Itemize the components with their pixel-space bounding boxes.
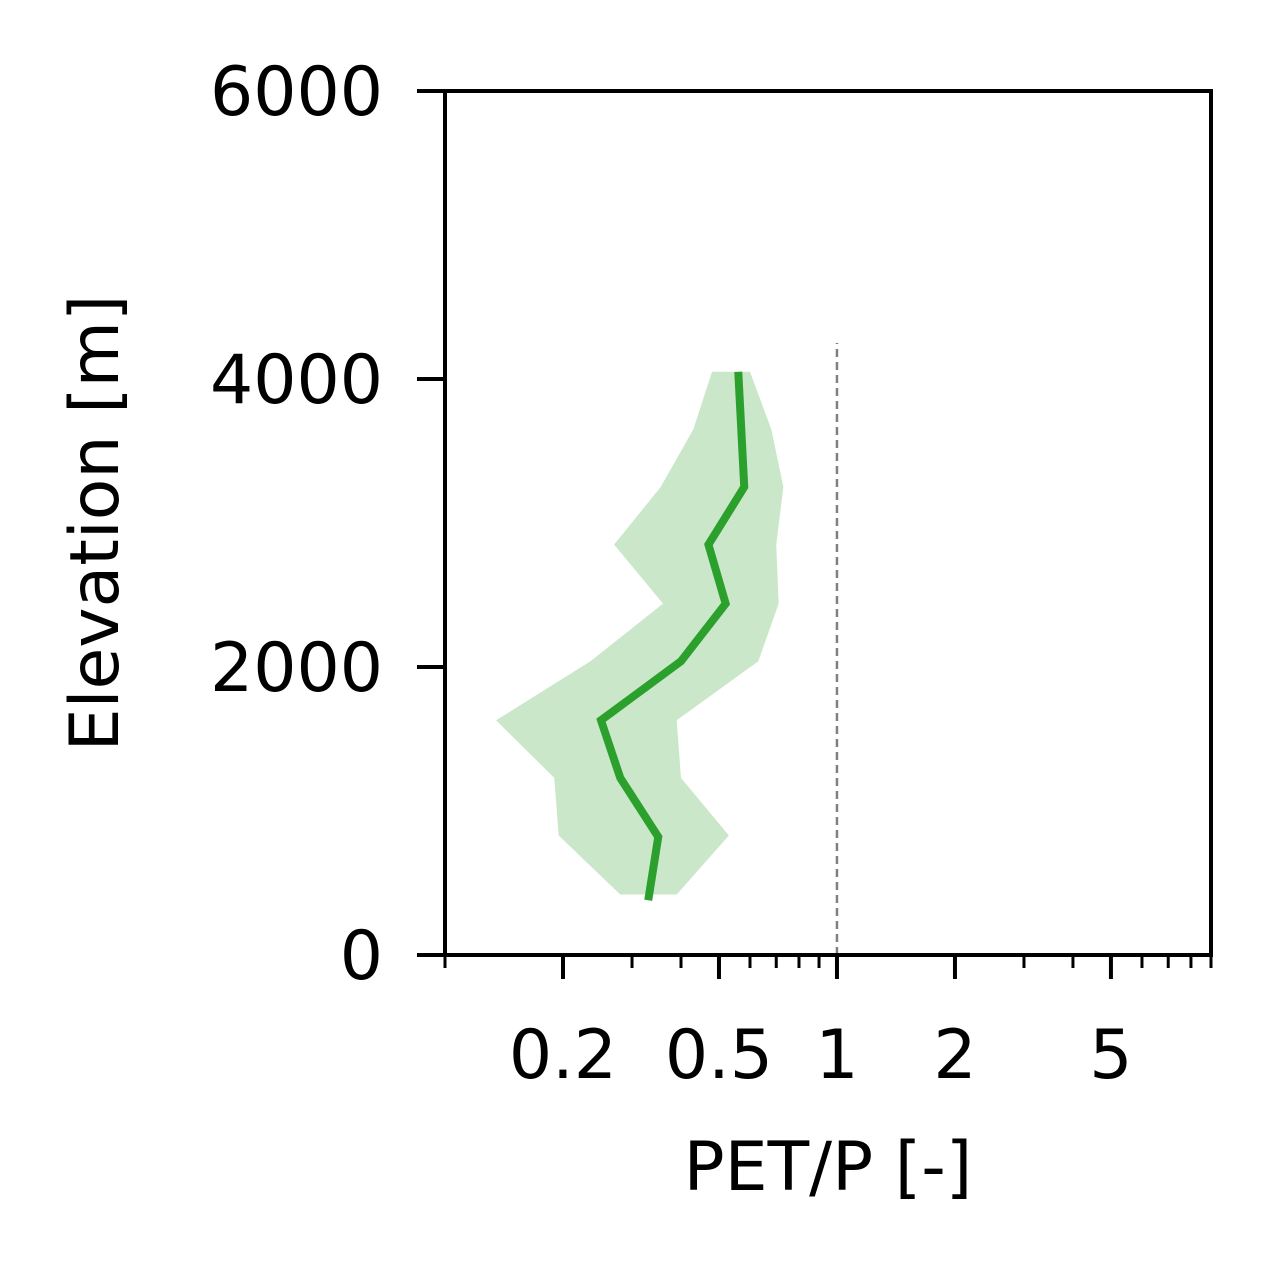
y-axis-ticks: 0 2000 4000 6000 (210, 53, 445, 996)
x-tick-label: 5 (1089, 1016, 1132, 1095)
x-axis-ticks: 0.2 0.5 1 2 5 (443, 955, 1213, 1095)
x-tick-label: 1 (815, 1016, 858, 1095)
x-tick-label: 0.2 (509, 1016, 617, 1095)
plot-frame (443, 89, 1213, 957)
y-tick-label: 4000 (210, 341, 383, 420)
y-tick-label: 0 (340, 917, 383, 996)
x-axis-label: PET/P [-] (684, 1128, 973, 1207)
y-tick-label: 6000 (210, 53, 383, 132)
series-line (596, 371, 749, 901)
uncertainty-band-layer (496, 371, 784, 895)
y-axis-label: Elevation [m] (56, 295, 135, 752)
x-tick-label: 0.5 (665, 1016, 773, 1095)
series-layer (596, 371, 749, 901)
x-tick-label: 2 (933, 1016, 976, 1095)
uncertainty-band (496, 371, 784, 895)
y-tick-label: 2000 (210, 629, 383, 708)
